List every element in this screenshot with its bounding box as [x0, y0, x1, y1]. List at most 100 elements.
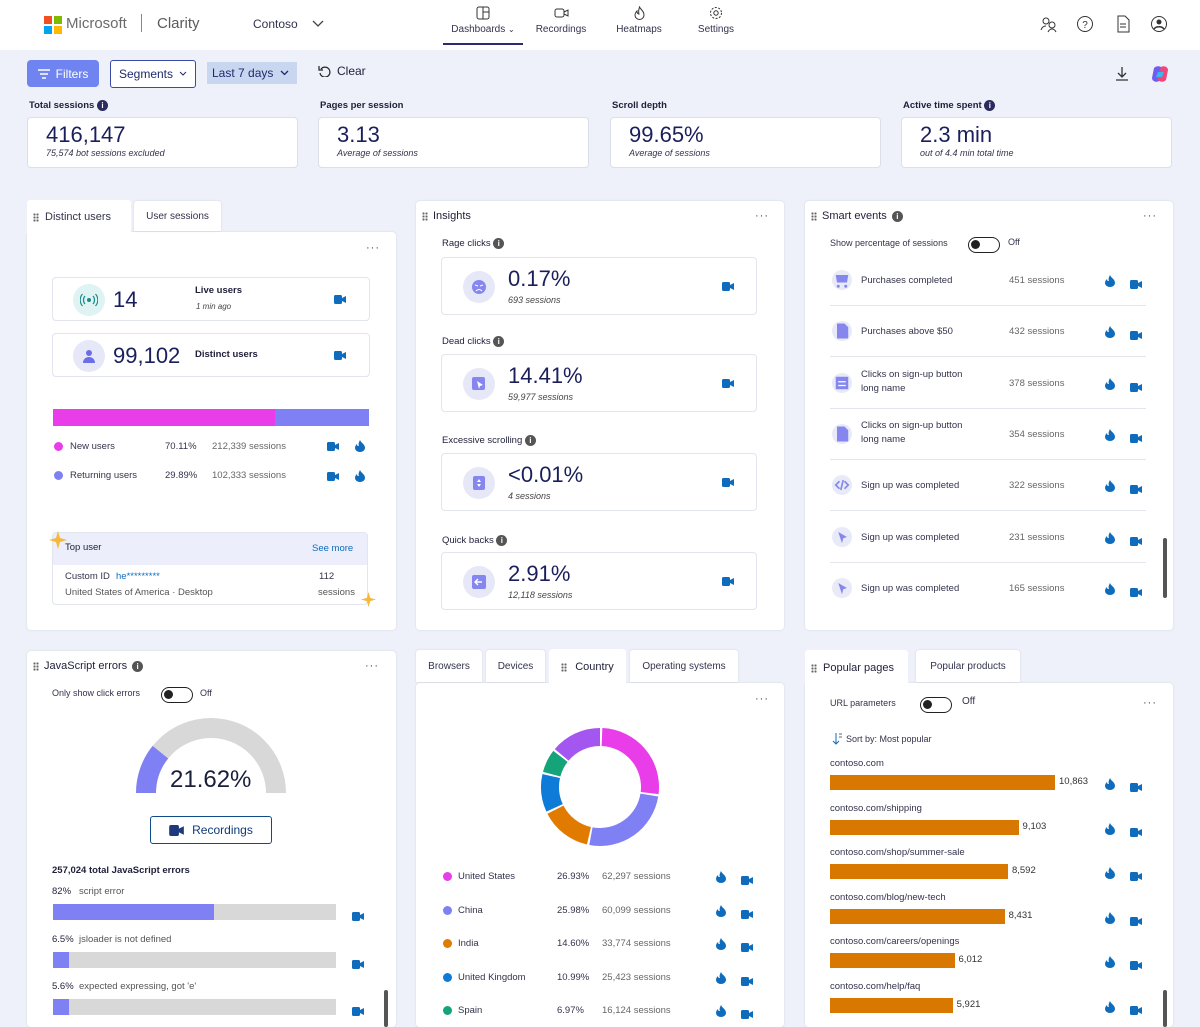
page-url[interactable]: contoso.com [830, 758, 884, 769]
insight-card[interactable]: <0.01% 4 sessions [441, 453, 757, 511]
drag-handle-icon[interactable] [811, 211, 817, 221]
page-url[interactable]: contoso.com/help/faq [830, 980, 921, 992]
page-url[interactable]: contoso.com/blog/new-tech [830, 891, 946, 903]
recording-icon[interactable] [1130, 379, 1142, 392]
more-options-icon[interactable]: ··· [1143, 210, 1157, 222]
info-icon[interactable]: i [493, 336, 505, 347]
document-icon[interactable] [1114, 15, 1132, 33]
percentage-toggle[interactable] [968, 237, 1000, 253]
heatmap-icon[interactable] [1105, 866, 1115, 879]
heatmap-icon[interactable] [355, 470, 365, 482]
heatmap-icon[interactable] [355, 440, 365, 452]
heatmap-icon[interactable] [1105, 479, 1115, 493]
recordings-button[interactable]: Recordings [150, 816, 272, 844]
info-icon[interactable]: i [96, 100, 108, 111]
recording-icon[interactable] [741, 906, 753, 919]
drag-handle-icon[interactable] [33, 661, 39, 671]
tab-country[interactable]: Country [549, 649, 626, 685]
info-icon[interactable]: i [524, 435, 536, 446]
recording-icon[interactable] [1130, 533, 1142, 546]
recording-icon[interactable] [352, 1003, 364, 1016]
download-icon[interactable] [1115, 66, 1129, 81]
heatmap-icon[interactable] [716, 971, 726, 984]
heatmap-icon[interactable] [1105, 1000, 1115, 1013]
recording-icon[interactable] [741, 872, 753, 885]
more-options-icon[interactable]: ··· [755, 693, 769, 705]
account-icon[interactable] [1150, 15, 1168, 33]
tab-popular-pages[interactable]: Popular pages [805, 650, 908, 686]
tab-popular-products[interactable]: Popular products [916, 650, 1020, 682]
heatmap-icon[interactable] [1105, 531, 1115, 544]
more-options-icon[interactable]: ··· [366, 242, 380, 254]
recording-icon[interactable] [1130, 957, 1142, 970]
donut-segment-other[interactable] [554, 728, 600, 761]
drag-handle-icon[interactable] [811, 663, 817, 673]
recording-icon[interactable] [1130, 430, 1142, 443]
nav-recordings[interactable]: Recordings [521, 6, 601, 35]
filters-button[interactable]: Filters [27, 60, 99, 87]
help-icon[interactable]: ? [1076, 15, 1094, 33]
recording-icon[interactable] [1130, 327, 1142, 341]
recording-icon[interactable] [741, 939, 753, 952]
click-errors-toggle[interactable] [161, 687, 193, 703]
heatmap-icon[interactable] [1105, 955, 1115, 968]
more-options-icon[interactable]: ··· [755, 210, 769, 222]
info-icon[interactable]: i [891, 210, 903, 222]
donut-segment-united-states[interactable] [601, 728, 659, 795]
recording-icon[interactable] [1130, 824, 1142, 837]
recording-icon[interactable] [1130, 779, 1142, 792]
sort-control[interactable]: Sort by: Most popular [832, 733, 932, 745]
more-options-icon[interactable]: ··· [1143, 697, 1157, 709]
recording-icon[interactable] [334, 351, 346, 360]
heatmap-icon[interactable] [1105, 911, 1115, 924]
scrollbar[interactable] [384, 990, 388, 1027]
donut-segment-spain[interactable] [542, 750, 568, 777]
tab-browsers[interactable]: Browsers [416, 650, 482, 682]
heatmap-icon[interactable] [1105, 428, 1115, 441]
recording-icon[interactable] [352, 956, 364, 969]
heatmap-icon[interactable] [1105, 777, 1115, 790]
url-parameters-toggle[interactable] [920, 697, 952, 713]
scrollbar[interactable] [1163, 990, 1167, 1027]
recording-icon[interactable] [722, 478, 734, 487]
heatmap-icon[interactable] [1105, 582, 1115, 595]
info-icon[interactable]: i [132, 660, 144, 672]
heatmap-icon[interactable] [1105, 377, 1115, 390]
donut-segment-india[interactable] [547, 805, 591, 845]
insight-card[interactable]: 2.91% 12,118 sessions [441, 552, 757, 610]
recording-icon[interactable] [334, 295, 346, 304]
project-selector[interactable]: Contoso [253, 17, 324, 31]
nav-settings[interactable]: Settings [676, 6, 756, 35]
heatmap-icon[interactable] [1105, 822, 1115, 835]
tab-user-sessions[interactable]: User sessions [134, 201, 221, 231]
recording-icon[interactable] [722, 379, 734, 388]
recording-icon[interactable] [741, 1006, 753, 1019]
drag-handle-icon[interactable] [33, 212, 39, 222]
heatmap-icon[interactable] [716, 937, 726, 950]
recording-icon[interactable] [1130, 481, 1142, 495]
recording-icon[interactable] [1130, 1002, 1142, 1015]
drag-handle-icon[interactable] [561, 662, 568, 672]
recording-icon[interactable] [1130, 913, 1142, 926]
heatmap-icon[interactable] [1105, 325, 1115, 339]
clear-button[interactable]: Clear [318, 64, 366, 78]
scrollbar[interactable] [1163, 538, 1167, 598]
segments-button[interactable]: Segments [110, 60, 196, 88]
nav-dashboards[interactable]: Dashboards ⌄ [443, 6, 523, 45]
page-url[interactable]: contoso.com/shop/summer-sale [830, 847, 965, 858]
info-icon[interactable]: i [493, 238, 505, 249]
donut-segment-united-kingdom[interactable] [541, 774, 563, 812]
recording-icon[interactable] [741, 973, 753, 986]
copilot-icon[interactable] [1150, 64, 1170, 84]
recording-icon[interactable] [722, 577, 734, 586]
heatmap-icon[interactable] [716, 870, 726, 883]
heatmap-icon[interactable] [1105, 274, 1115, 287]
tab-distinct-users[interactable]: Distinct users [27, 200, 131, 234]
recording-icon[interactable] [722, 282, 734, 291]
recording-icon[interactable] [327, 472, 339, 481]
tab-devices[interactable]: Devices [486, 650, 545, 682]
tab-operating-systems[interactable]: Operating systems [630, 650, 738, 682]
people-icon[interactable] [1040, 15, 1058, 33]
recording-icon[interactable] [1130, 868, 1142, 881]
custom-id-value[interactable]: he********* [116, 571, 160, 582]
